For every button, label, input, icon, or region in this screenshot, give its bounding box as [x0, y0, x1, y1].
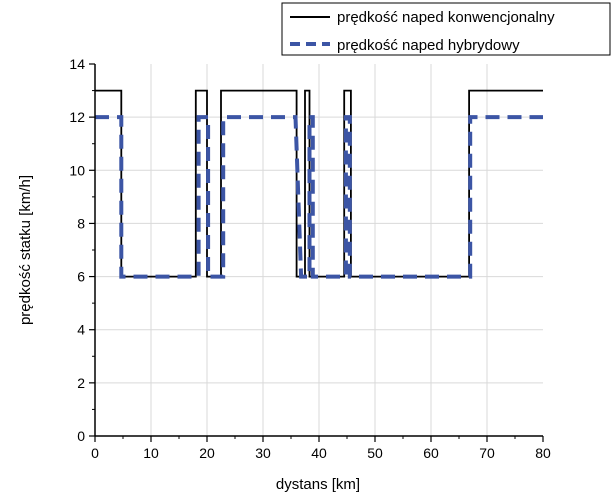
y-axis-title: prędkość statku [km/h] — [17, 175, 34, 325]
x-tick-label-7: 70 — [479, 445, 495, 461]
x-tick-label-4: 40 — [311, 445, 327, 461]
x-tick-label-3: 30 — [255, 445, 271, 461]
x-tick-label-2: 20 — [199, 445, 215, 461]
legend: prędkość naped konwencjonalny prędkość n… — [281, 2, 611, 56]
y-tick-label-5: 10 — [69, 162, 85, 178]
y-tick-label-3: 6 — [77, 269, 85, 285]
x-tick-label-8: 80 — [535, 445, 551, 461]
y-tick-label-2: 4 — [77, 322, 85, 338]
x-axis-title: dystans [km] — [276, 476, 360, 493]
x-tick-label-0: 0 — [91, 445, 99, 461]
x-tick-label-1: 10 — [143, 445, 159, 461]
y-tick-label-6: 12 — [69, 109, 85, 125]
y-tick-label-0: 0 — [77, 428, 85, 444]
tick-labels: 0 10 20 30 40 50 60 70 80 0 2 4 6 8 10 12 14 — [69, 56, 551, 461]
legend-label-hybrid: prędkość naped hybrydowy — [337, 37, 520, 54]
series-lines — [95, 89, 543, 279]
x-tick-label-6: 60 — [423, 445, 439, 461]
series-line-1 — [95, 115, 543, 279]
tick-marks — [89, 63, 544, 442]
grid-lines — [95, 64, 543, 436]
y-tick-label-1: 2 — [77, 375, 85, 391]
y-tick-label-4: 8 — [77, 215, 85, 231]
legend-box — [281, 2, 611, 56]
x-tick-label-5: 50 — [367, 445, 383, 461]
y-tick-label-7: 14 — [69, 56, 85, 72]
legend-label-conventional: prędkość naped konwencjonalny — [337, 9, 555, 26]
